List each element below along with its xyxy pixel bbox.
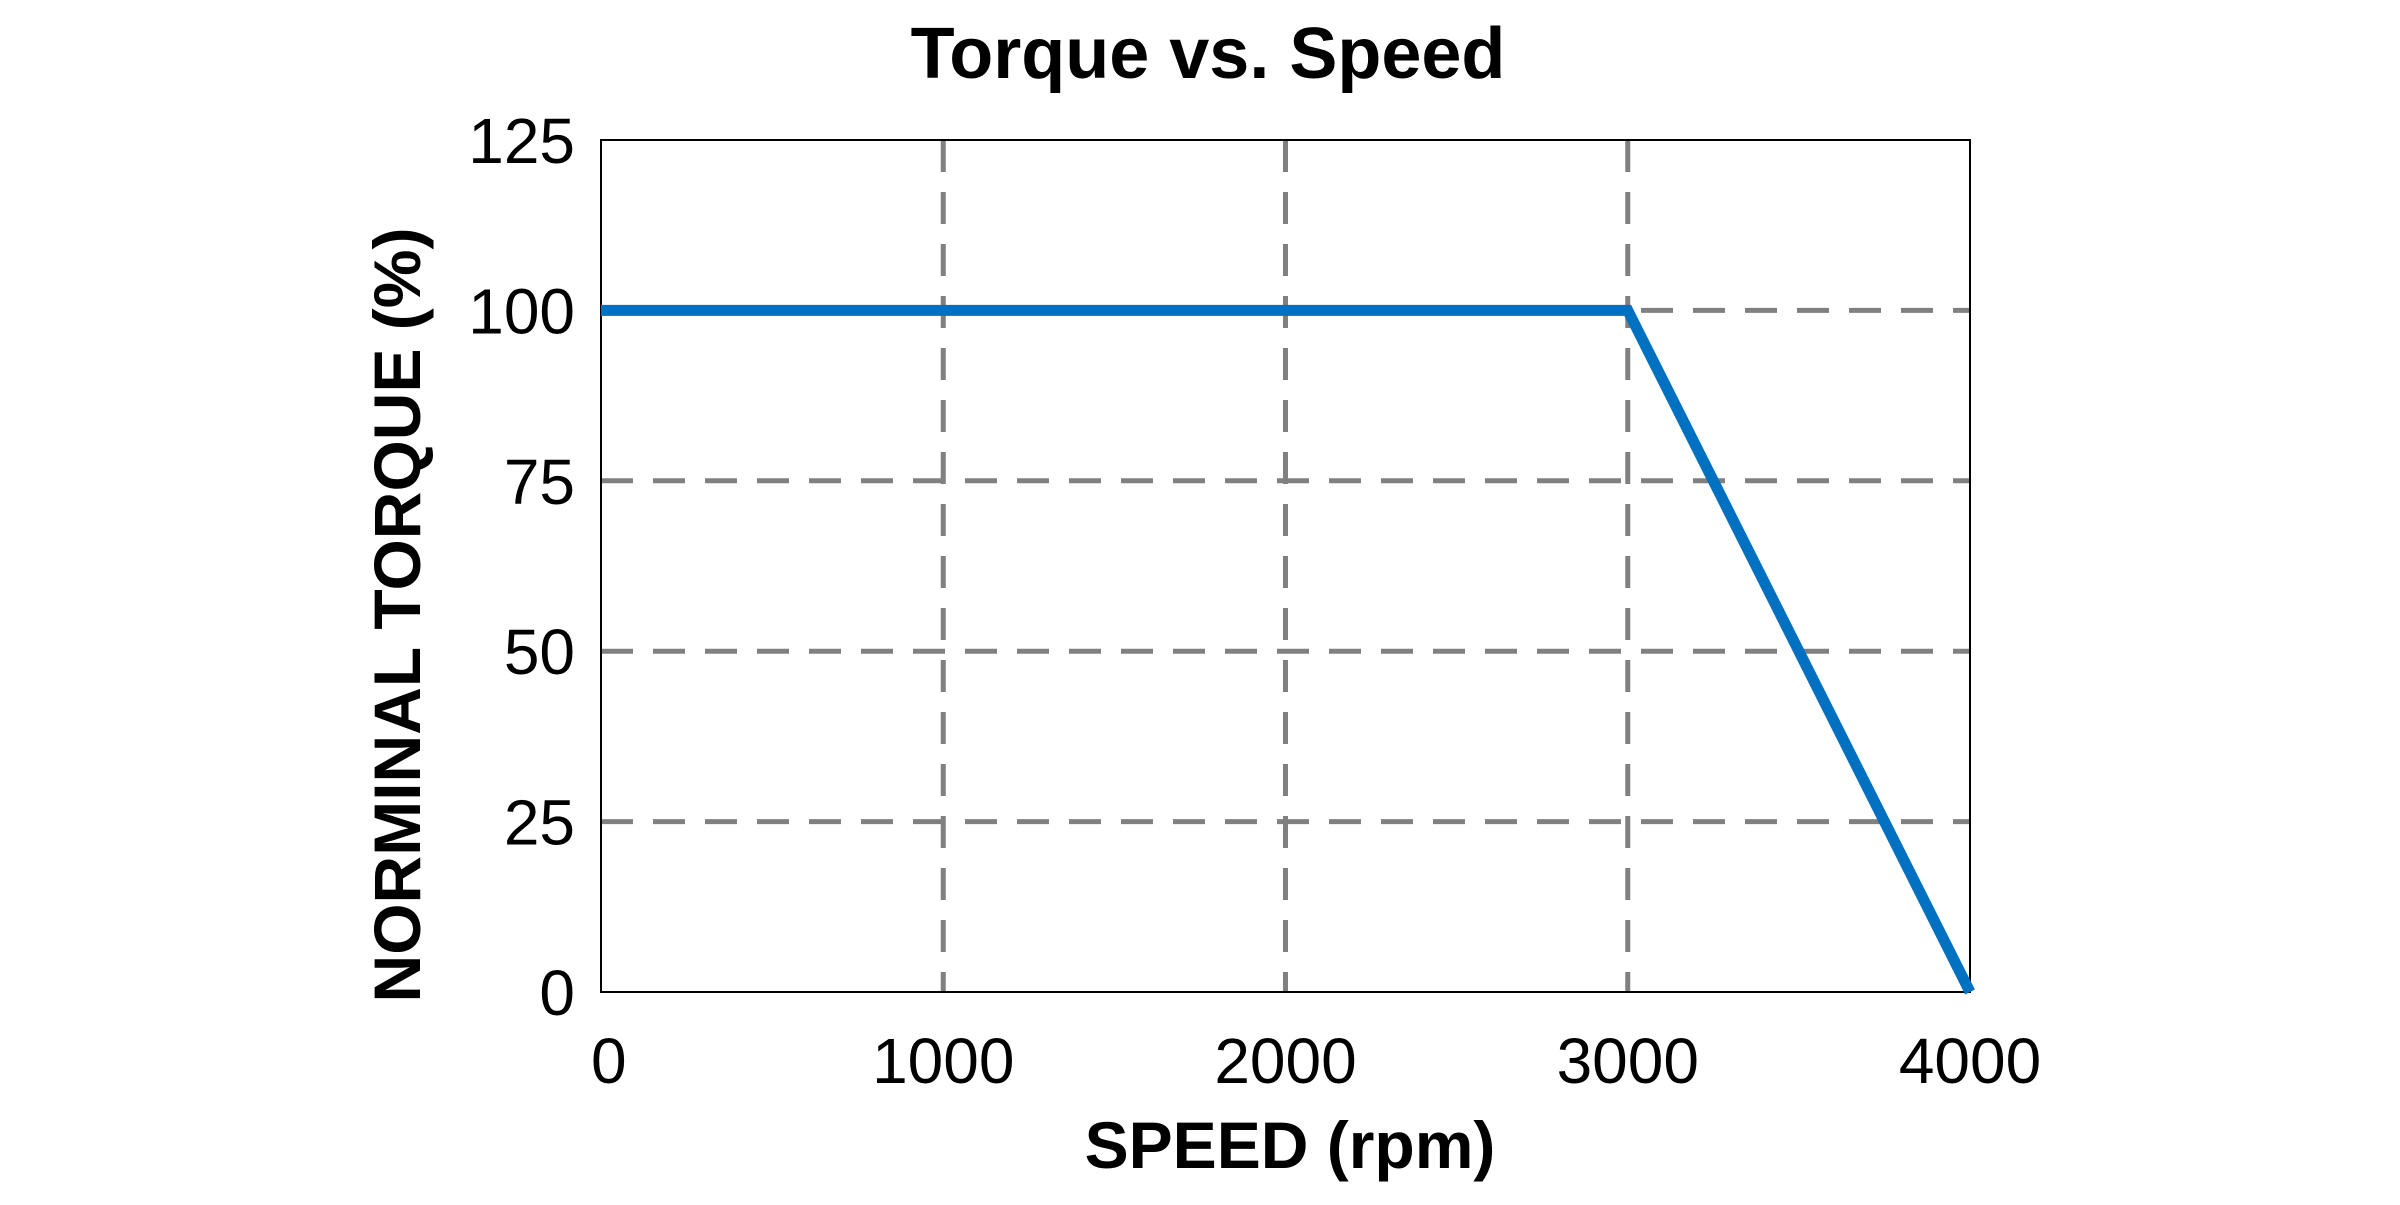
y-tick-label: 125 <box>468 105 575 177</box>
plot-frame <box>600 139 1971 993</box>
y-axis-title: NORMINAL TORQUE (%) <box>360 228 434 1003</box>
x-tick-label: 3000 <box>1557 1025 1699 1097</box>
x-tick-label: 1000 <box>872 1025 1014 1097</box>
series-layer <box>601 304 1975 995</box>
series-line <box>601 304 1975 995</box>
chart-title: Torque vs. Speed <box>911 14 1506 94</box>
x-tick-label: 2000 <box>1214 1025 1356 1097</box>
y-tick-label: 50 <box>504 616 575 688</box>
y-tick-label: 0 <box>539 957 575 1029</box>
y-tick-label: 100 <box>468 275 575 347</box>
x-tick-label: 0 <box>591 1025 627 1097</box>
y-tick-label: 75 <box>504 446 575 518</box>
y-tick-labels: 0 25 50 75 100 125 <box>468 105 575 1029</box>
y-tick-label: 25 <box>504 787 575 859</box>
x-axis-title: SPEED (rpm) <box>1085 1108 1496 1182</box>
x-tick-labels: 0 1000 2000 3000 4000 <box>591 1025 2041 1097</box>
grid-layer <box>601 140 1970 992</box>
x-tick-label: 4000 <box>1899 1025 2041 1097</box>
